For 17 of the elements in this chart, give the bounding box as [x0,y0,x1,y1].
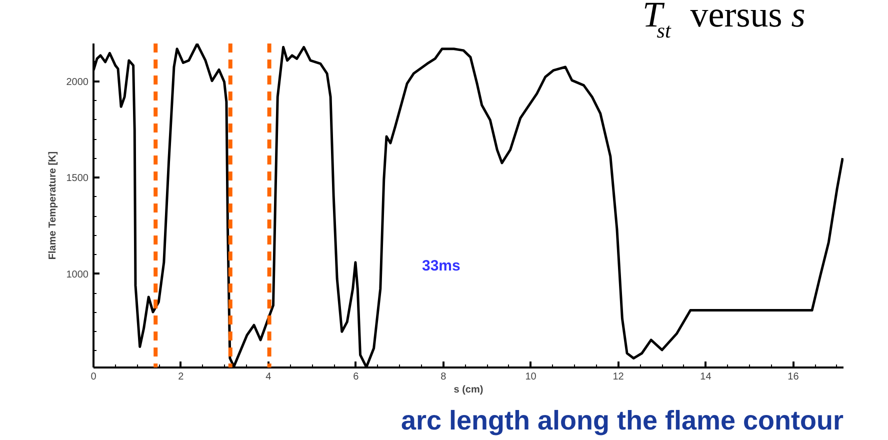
x-tick-label: 2 [178,372,184,382]
x-tick-label: 10 [525,372,537,382]
x-tick-label: 12 [612,372,624,382]
y-tick-label: 1000 [66,269,89,280]
x-tick-label: 4 [266,372,272,382]
x-tick-label: 8 [440,372,447,382]
annotation: 33ms [422,258,460,275]
x-tick-label: 6 [353,372,360,382]
x-tick-label: 16 [788,372,800,382]
text: arc length along the flame contour [400,406,844,436]
x-tick-label: 14 [700,372,712,382]
y-tick-label: 1500 [66,173,89,184]
x-tick-label: 0 [90,372,97,382]
x-axis-title: s (cm) [454,384,484,396]
line-series [94,44,844,368]
y-axis-title: Flame Temperature [K] [47,151,58,260]
y-tick-label: 2000 [66,76,89,88]
